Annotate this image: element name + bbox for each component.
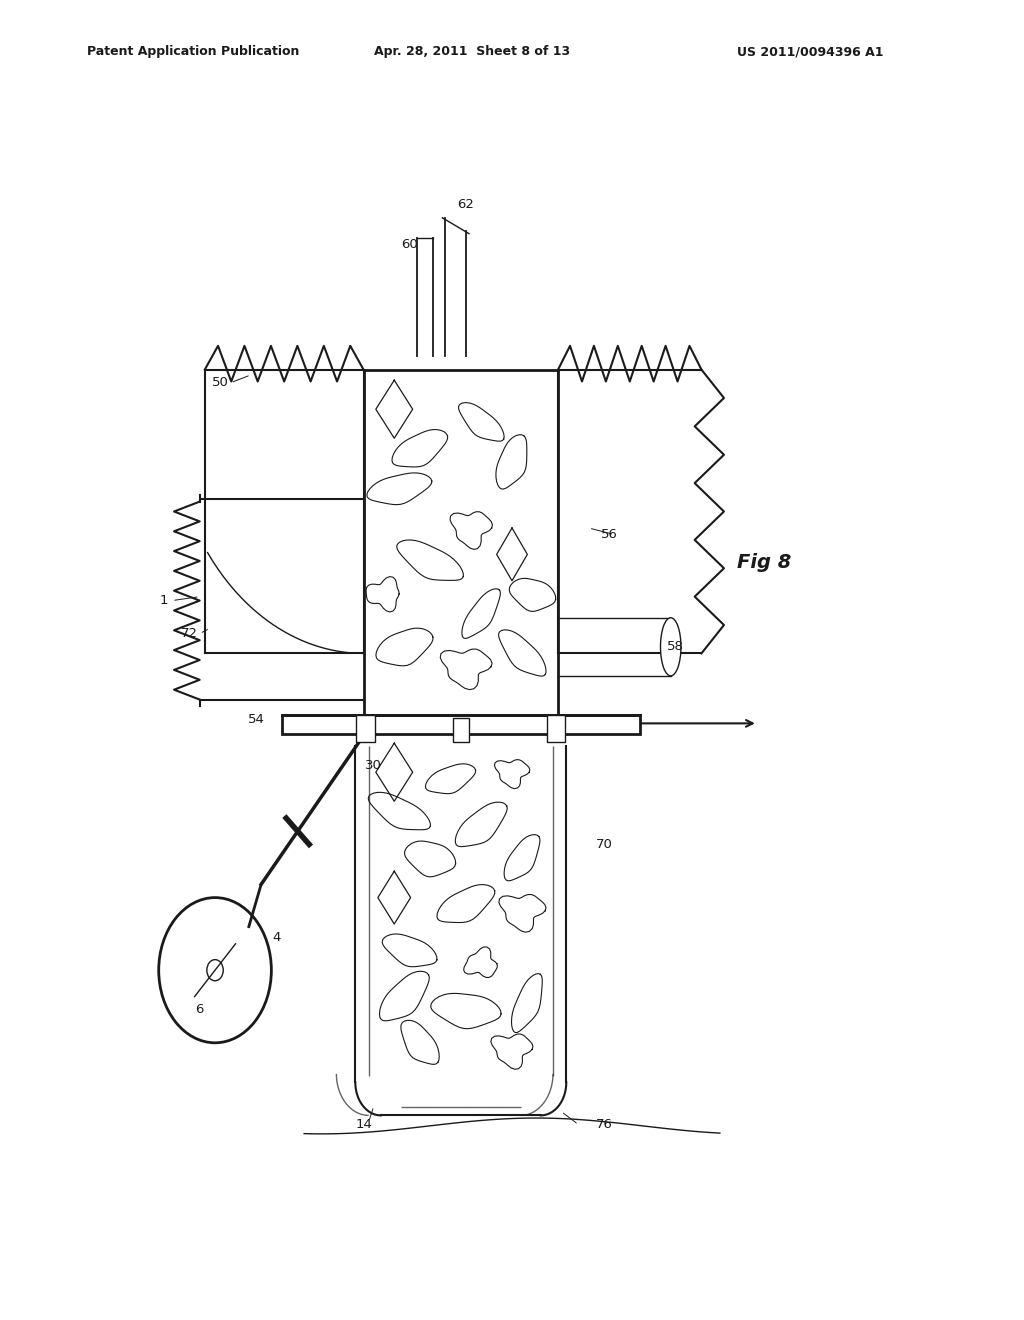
Bar xyxy=(282,715,640,734)
Text: 1: 1 xyxy=(160,594,168,607)
Text: 76: 76 xyxy=(596,1118,612,1131)
Text: 14: 14 xyxy=(355,1118,372,1131)
Text: Patent Application Publication: Patent Application Publication xyxy=(87,45,299,58)
Text: 6: 6 xyxy=(196,1003,204,1016)
Text: 58: 58 xyxy=(668,640,684,653)
Text: 62: 62 xyxy=(458,198,474,211)
Text: US 2011/0094396 A1: US 2011/0094396 A1 xyxy=(737,45,884,58)
Text: 60: 60 xyxy=(401,238,418,251)
Text: Apr. 28, 2011  Sheet 8 of 13: Apr. 28, 2011 Sheet 8 of 13 xyxy=(374,45,570,58)
Text: Fig 8: Fig 8 xyxy=(737,553,792,572)
Bar xyxy=(453,718,469,742)
Text: 4: 4 xyxy=(272,931,281,944)
Text: 70: 70 xyxy=(596,838,612,851)
Text: 50: 50 xyxy=(212,376,228,389)
Text: 56: 56 xyxy=(601,528,617,541)
Bar xyxy=(356,715,375,742)
Text: 54: 54 xyxy=(248,713,264,726)
Text: 72: 72 xyxy=(181,627,198,640)
Ellipse shape xyxy=(660,618,681,676)
Text: 30: 30 xyxy=(366,759,382,772)
Bar xyxy=(547,715,565,742)
